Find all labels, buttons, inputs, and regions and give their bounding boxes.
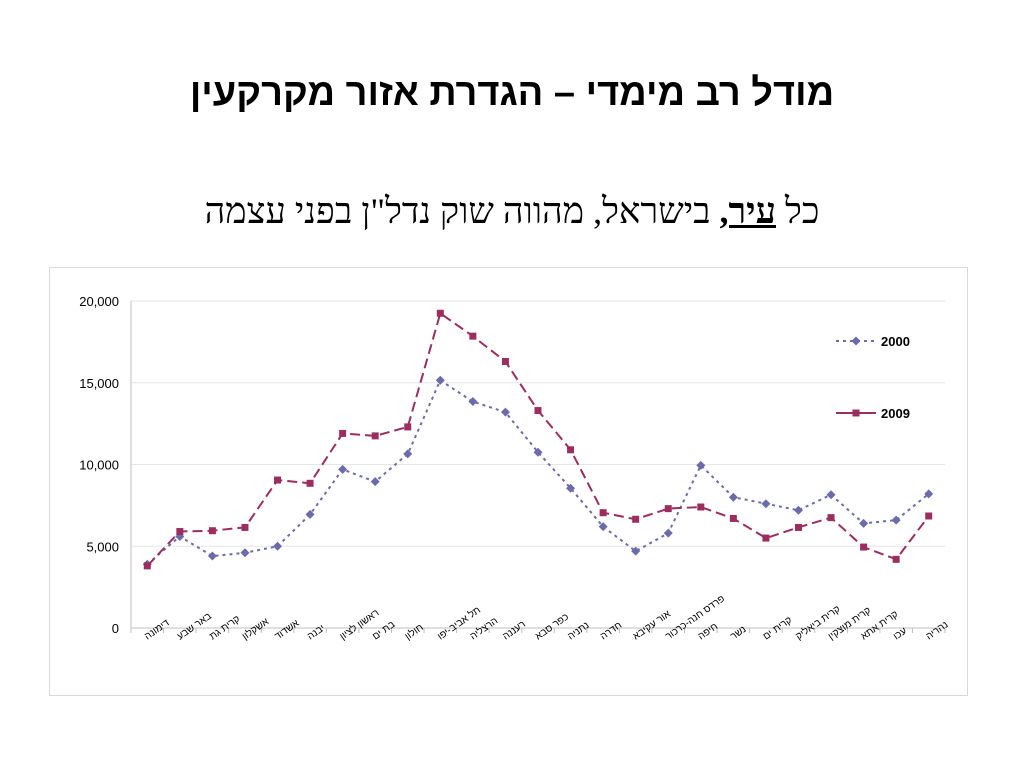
chart-frame: 0 5,000 10,000 15,000 20,000 דימונה באר שבע קרי…: [49, 267, 968, 696]
data-point-2009: [469, 332, 477, 340]
data-point-2000: [305, 509, 315, 519]
data-point-2000: [566, 483, 576, 493]
subtitle-post: בישראל, מהווה שוק נדל"ן בפני עצמה: [204, 191, 720, 231]
x-tick-label: חדרה: [599, 620, 625, 642]
data-point-2000: [761, 499, 771, 509]
x-tick-label: אשדוד: [273, 618, 302, 643]
slide-title: מודל רב מימדי – הגדרת אזור מקרקעין: [189, 72, 835, 114]
legend-marker-2000: [851, 336, 861, 346]
data-point-2009: [241, 523, 249, 531]
subtitle-emphasis: עיר,: [719, 191, 776, 231]
x-tick-label: בת ים: [371, 619, 398, 642]
data-point-2000: [533, 447, 543, 457]
data-point-2000: [435, 375, 445, 385]
x-tick-label: פרדס חנה-כרכור: [664, 593, 727, 642]
x-tick-label: יבנה: [305, 623, 327, 643]
data-point-2009: [436, 309, 444, 317]
data-point-2009: [371, 432, 379, 440]
data-point-2000: [598, 522, 608, 532]
x-tick-label: נתניה: [566, 620, 592, 643]
data-point-2000: [207, 551, 217, 561]
data-point-2009: [892, 555, 900, 563]
x-tick-label: חיפה: [696, 621, 720, 642]
data-point-2000: [924, 489, 934, 499]
data-point-2009: [925, 512, 933, 520]
data-point-2009: [274, 476, 282, 484]
data-point-2009: [306, 479, 314, 487]
x-tick-label: קרית ים: [761, 615, 794, 643]
data-point-2009: [664, 505, 672, 513]
data-point-2000: [696, 460, 706, 470]
legend-marker-2009: [852, 409, 860, 417]
y-tick-label: 15,000: [79, 376, 119, 391]
data-point-2000: [663, 528, 673, 538]
data-point-2009: [534, 407, 542, 415]
x-tick-label: רעננה: [501, 619, 528, 643]
data-point-2000: [468, 397, 478, 407]
data-point-2009: [404, 423, 412, 431]
x-tick-label: חולון: [403, 621, 426, 642]
data-point-2009: [339, 429, 347, 437]
data-point-2009: [794, 523, 802, 531]
x-tick-label: כפר סבא: [533, 612, 571, 643]
data-point-2009: [143, 562, 151, 570]
data-point-2009: [827, 514, 835, 522]
data-point-2000: [891, 515, 901, 525]
subtitle-pre: כל: [775, 191, 820, 231]
data-point-2000: [370, 477, 380, 487]
data-point-2000: [859, 518, 869, 528]
data-point-2009: [729, 514, 737, 522]
x-tick-label: אשקלון: [240, 615, 272, 642]
slide-subtitle: כל עיר, בישראל, מהווה שוק נדל"ן בפני עצמ…: [0, 190, 1024, 232]
data-point-2009: [697, 503, 705, 511]
data-point-2009: [176, 528, 184, 536]
data-point-2009: [501, 357, 509, 365]
y-tick-label: 0: [112, 621, 119, 636]
data-point-2000: [500, 407, 510, 417]
y-tick-label: 10,000: [79, 458, 119, 473]
y-tick-label: 20,000: [79, 294, 119, 309]
data-point-2009: [632, 515, 640, 523]
x-tick-label: נהריה: [924, 619, 950, 642]
data-point-2000: [240, 548, 250, 558]
legend-label-2009: 2009: [881, 406, 910, 421]
series-line-2009: [146, 311, 930, 567]
y-tick-label: 5,000: [86, 539, 119, 554]
legend-label-2000: 2000: [881, 334, 910, 349]
data-point-2000: [273, 541, 283, 551]
x-tick-label: דימונה: [143, 617, 172, 642]
data-point-2009: [208, 527, 216, 535]
data-point-2009: [567, 446, 575, 454]
data-point-2009: [860, 543, 868, 551]
data-point-2000: [826, 490, 836, 500]
data-point-2000: [793, 505, 803, 515]
x-tick-label: באר שבע: [175, 611, 214, 643]
data-point-2009: [762, 534, 770, 542]
data-point-2009: [599, 509, 607, 517]
data-point-2000: [338, 464, 348, 474]
data-point-2000: [631, 546, 641, 556]
data-point-2000: [403, 449, 413, 459]
line-chart: 0 5,000 10,000 15,000 20,000 דימונה באר שבע קרי…: [79, 294, 950, 643]
x-tick-label: נשר: [729, 624, 749, 642]
data-point-2000: [728, 492, 738, 502]
